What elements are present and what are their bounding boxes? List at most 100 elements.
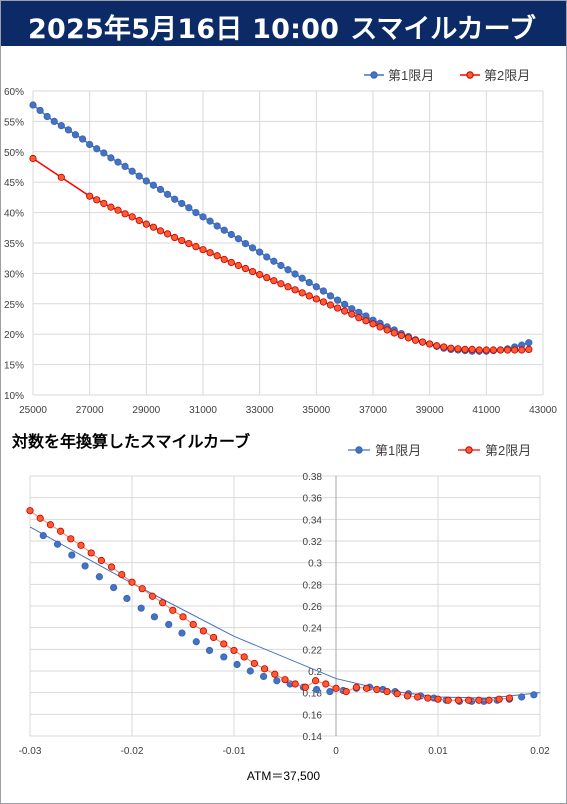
y-tick-label: 20% [4, 330, 24, 341]
series-2-point [312, 295, 320, 303]
series-2-point [77, 541, 85, 549]
series-2-point [348, 310, 356, 318]
y-tick-label: 15% [4, 361, 24, 372]
series-2-point [332, 684, 340, 692]
series-2-point [234, 261, 243, 270]
series-1-point [259, 672, 268, 681]
y-tick-label: 0.22 [303, 645, 323, 656]
series-1-point [100, 149, 108, 157]
series-2-point [475, 696, 483, 704]
y-tick-label: 10% [4, 391, 24, 402]
series-1-point [185, 204, 193, 212]
series-2-point [461, 345, 469, 353]
series-2-point [390, 329, 398, 337]
y-tick-label: 40% [4, 209, 24, 220]
series-1-point [326, 687, 334, 696]
series-1-point [199, 213, 207, 221]
series-2-point [413, 693, 422, 701]
series-1-point [165, 620, 173, 629]
series-2-point [383, 687, 391, 696]
series-2-point [256, 271, 264, 279]
series-2-point [447, 344, 455, 352]
x-tick-label: 0 [333, 746, 339, 757]
series-2-point [220, 640, 228, 648]
series-2-point [230, 646, 238, 655]
series-line-2 [32, 157, 529, 351]
legend-label-2: 第2限月 [484, 68, 530, 83]
series-2-point [362, 684, 371, 692]
series-1-point [178, 199, 186, 208]
series-1-point [248, 244, 257, 252]
series-1-point [86, 140, 94, 149]
x-tick-label: 27000 [76, 405, 104, 416]
y-tick-label: 0.28 [303, 580, 323, 591]
header-bar: 2025年5月16日 10:00 スマイルカーブ [1, 1, 566, 46]
series-2-point [46, 521, 55, 529]
series-1-point [263, 253, 271, 261]
series-1-point [220, 653, 228, 661]
series-2-point [169, 606, 177, 614]
series-1-point [142, 177, 150, 185]
series-2-point [270, 277, 278, 285]
series-1-point [246, 667, 254, 675]
series-2-point [355, 314, 363, 322]
series-2-point [342, 687, 350, 696]
series-2-point [260, 665, 269, 673]
series-2-point [503, 346, 512, 354]
series-2-point [352, 683, 360, 691]
series-1-point [95, 573, 103, 581]
series-2-point [433, 342, 441, 350]
series-1-point [156, 185, 165, 194]
series-1-point [192, 209, 200, 217]
gridlines [29, 475, 541, 737]
series-2-point [227, 258, 235, 267]
series-1-point [256, 248, 264, 256]
series-2-point [464, 696, 473, 704]
series-1-point [326, 292, 335, 300]
series-2-point [482, 346, 490, 354]
series-2-point [485, 696, 493, 704]
legend-marker-2 [466, 71, 474, 79]
legend-marker-2 [465, 446, 473, 454]
y-tick-label: 0.32 [303, 537, 323, 548]
series-1-point [518, 693, 526, 701]
series-2-point [142, 220, 150, 228]
series-1-point [107, 154, 115, 162]
series-1-point [312, 283, 320, 291]
series-1-point [50, 117, 58, 126]
series-1-point [53, 540, 62, 548]
series-2-point [281, 676, 289, 684]
series-2-point [454, 696, 462, 704]
series-2-point [369, 320, 377, 328]
series-2-point [86, 192, 94, 200]
series-1-point [78, 135, 87, 143]
legend-label-1: 第1限月 [375, 443, 421, 458]
series-2-point [135, 216, 143, 225]
series-2-point [250, 659, 258, 668]
header-datetime: 2025年5月16日 10:00 [28, 14, 340, 45]
series-1-point [128, 167, 136, 175]
series-2-point [171, 233, 179, 242]
series-2-point [475, 346, 483, 354]
series-1-point [205, 646, 214, 655]
y-tick-label: 25% [4, 300, 24, 311]
series-2-point [213, 252, 221, 260]
series-2-point [454, 345, 462, 353]
log-chart-title: 対数を年換算したスマイルカーブ [12, 432, 251, 451]
series-2-point [426, 340, 434, 348]
series-2-point [362, 317, 370, 325]
series-2-point [36, 514, 44, 522]
y-tick-label: 35% [4, 239, 24, 250]
x-tick-label: 37000 [359, 405, 387, 416]
series-1-point [121, 162, 129, 170]
series-1-point [114, 158, 122, 166]
series-1-point [234, 235, 243, 243]
series-2-point [56, 527, 65, 535]
series-2-point [97, 556, 106, 565]
series-2-point [468, 345, 476, 353]
series-1-point [277, 261, 285, 270]
y-tick-label: 0.36 [303, 494, 323, 505]
series-2-point [434, 695, 442, 703]
series-2-point [322, 680, 330, 688]
series-2-point [525, 345, 533, 353]
